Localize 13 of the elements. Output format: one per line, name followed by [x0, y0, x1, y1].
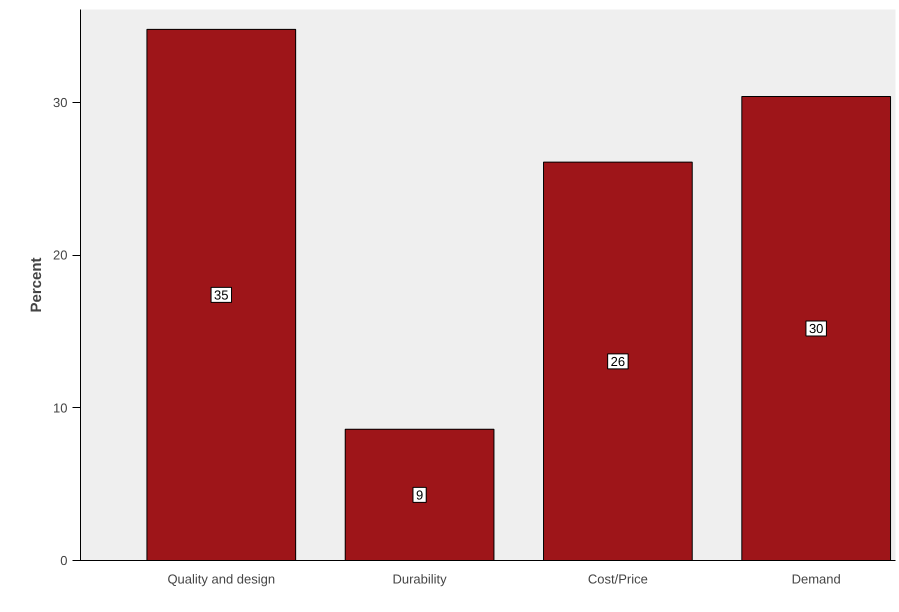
- y-tick-label: 10: [53, 400, 68, 416]
- data-label: 35: [214, 287, 229, 302]
- data-label: 26: [610, 354, 626, 369]
- x-tick-label: Quality and design: [167, 572, 276, 586]
- x-tick-label: Durability: [392, 572, 448, 586]
- data-label: 9: [416, 487, 424, 502]
- y-tick-label: 0: [60, 553, 68, 568]
- data-label: 30: [808, 321, 824, 336]
- y-tick-label: 20: [53, 248, 68, 263]
- x-tick-label: Demand: [792, 572, 841, 586]
- y-tick-label: 30: [53, 95, 68, 110]
- y-axis-title: Percent: [28, 257, 46, 313]
- x-tick-label: Cost/Price: [588, 572, 648, 586]
